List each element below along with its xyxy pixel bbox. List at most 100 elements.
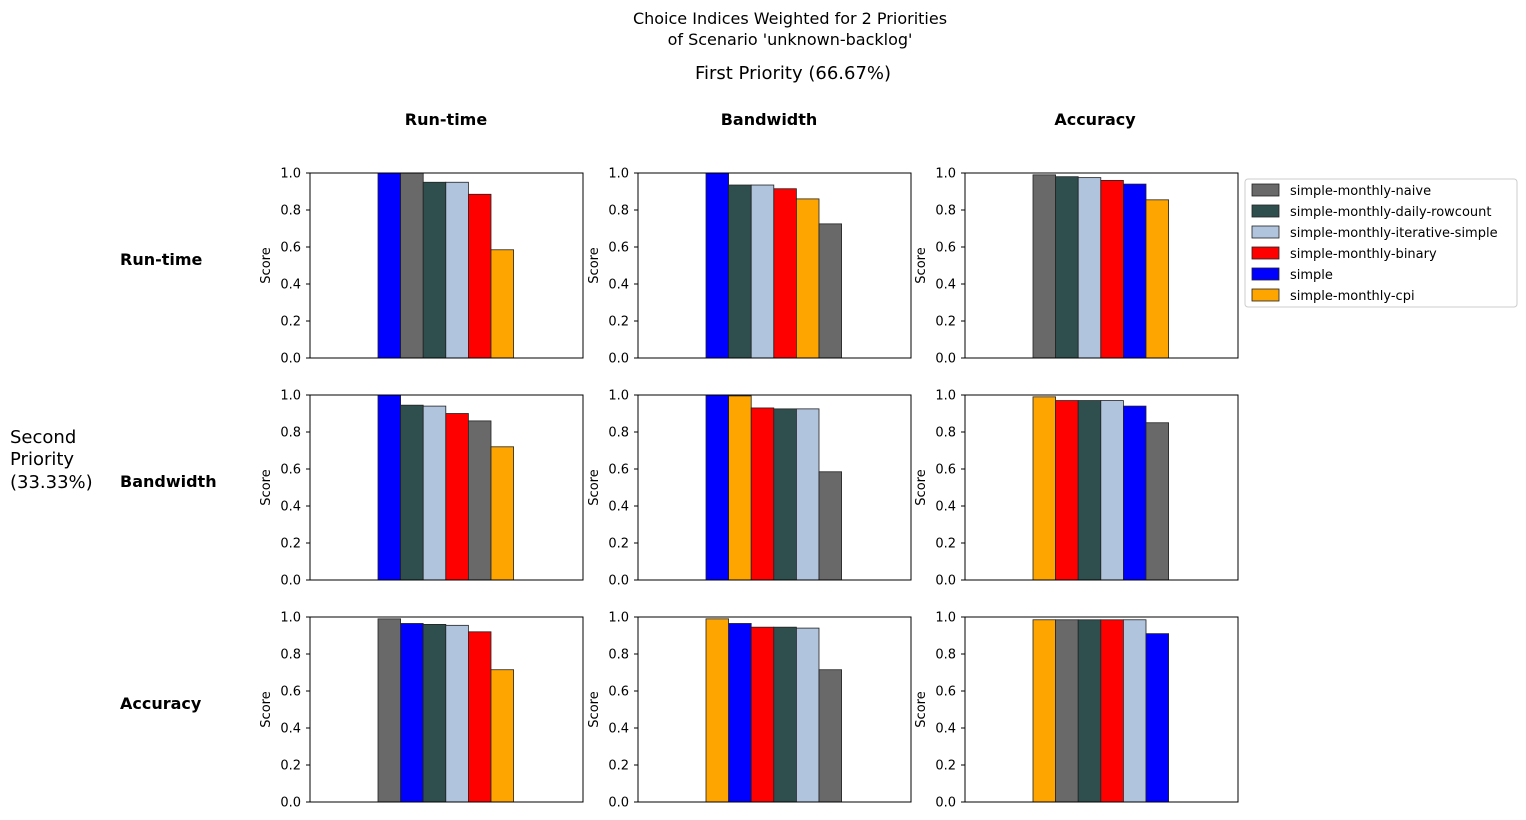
bar-simple-monthly-naive — [818, 669, 843, 803]
bar-simple-monthly-naive — [1032, 174, 1057, 359]
y-axis-label: Score — [914, 469, 929, 505]
bar-simple — [400, 623, 424, 803]
y-tick-label: 0.0 — [608, 574, 629, 589]
figure-title-line-2: of Scenario 'unknown-backlog' — [668, 30, 913, 49]
y-tick-label: 1.0 — [935, 389, 956, 404]
bar-simple — [377, 394, 402, 581]
y-tick-label: 0.4 — [935, 278, 956, 293]
y-tick-label: 0.8 — [608, 426, 629, 441]
legend-label-simple-monthly-binary: simple-monthly-binary — [1290, 247, 1437, 262]
y-tick-label: 1.0 — [280, 389, 301, 404]
legend-swatch-simple-monthly-naive — [1251, 183, 1280, 197]
y-tick-label: 1.0 — [608, 611, 629, 626]
y-tick-label: 0.8 — [280, 204, 301, 219]
y-tick-label: 0.8 — [280, 426, 301, 441]
row-header-accuracy: Accuracy — [120, 694, 202, 713]
y-axis-label: Score — [259, 247, 274, 283]
y-tick-label: 0.6 — [608, 685, 629, 700]
subplot-run-time-vs-run-time: 0.0 0.2 0.4 0.6 0.8 1.0 Score — [259, 167, 584, 367]
bar-simple-monthly-iterative-simple — [796, 408, 820, 581]
y-axis-label: Score — [587, 469, 602, 505]
y-axis-label: Score — [914, 691, 929, 727]
legend-label-simple-monthly-iterative-simple: simple-monthly-iterative-simple — [1290, 226, 1498, 241]
bar-simple-monthly-iterative-simple — [1100, 400, 1124, 581]
y-tick-label: 0.0 — [935, 352, 956, 367]
bar-simple-monthly-iterative-simple — [422, 405, 447, 581]
y-tick-label: 0.2 — [280, 537, 301, 552]
bar-simple-monthly-naive — [818, 471, 843, 581]
y-tick-label: 0.2 — [280, 759, 301, 774]
y-tick-label: 0.6 — [935, 463, 956, 478]
y-tick-label: 1.0 — [608, 167, 629, 182]
y-tick-label: 0.2 — [935, 315, 956, 330]
axes-frame — [637, 172, 912, 359]
y-tick-label: 0.8 — [608, 648, 629, 663]
y-axis-label: Score — [259, 469, 274, 505]
y-axis-label: Score — [587, 691, 602, 727]
bar-simple-monthly-iterative-simple — [750, 184, 775, 359]
y-tick-label: 0.8 — [935, 648, 956, 663]
column-header-run-time: Run-time — [405, 110, 488, 129]
y-tick-label: 0.2 — [608, 315, 629, 330]
y-tick-label: 0.6 — [280, 463, 301, 478]
bar-simple-monthly-cpi — [1032, 396, 1057, 581]
y-axis-label: Score — [914, 247, 929, 283]
y-axis-label: Score — [259, 691, 274, 727]
y-tick-label: 0.0 — [935, 796, 956, 811]
legend-label-simple-monthly-cpi: simple-monthly-cpi — [1290, 289, 1415, 304]
bar-simple — [1123, 405, 1147, 581]
y-tick-label: 0.8 — [935, 426, 956, 441]
bar-simple-monthly-binary — [750, 407, 775, 581]
bar-simple-monthly-binary — [750, 626, 775, 803]
subplot-bandwidth-vs-bandwidth: 0.0 0.2 0.4 0.6 0.8 1.0 Score — [587, 389, 912, 589]
y-tick-label: 0.8 — [935, 204, 956, 219]
first-priority-label: First Priority (66.67%) — [695, 63, 891, 84]
y-tick-label: 0.0 — [280, 796, 301, 811]
axes-frame — [637, 394, 912, 581]
legend-frame — [1244, 178, 1518, 308]
y-tick-label: 0.2 — [935, 537, 956, 552]
y-tick-label: 0.6 — [608, 463, 629, 478]
subplot-bandwidth-vs-run-time: 0.0 0.2 0.4 0.6 0.8 1.0 Score — [259, 389, 584, 589]
row-header-bandwidth: Bandwidth — [120, 472, 217, 491]
bar-simple-monthly-naive — [377, 618, 402, 803]
bar-simple-monthly-daily-rowcount — [728, 184, 752, 359]
bar-simple-monthly-iterative-simple — [796, 627, 820, 803]
y-tick-label: 0.2 — [280, 315, 301, 330]
axes-frame — [964, 172, 1239, 359]
bar-simple-monthly-daily-rowcount — [1077, 619, 1102, 803]
subplot-run-time-vs-bandwidth: 0.0 0.2 0.4 0.6 0.8 1.0 Score — [587, 167, 912, 367]
y-tick-label: 0.8 — [608, 204, 629, 219]
bar-simple-monthly-iterative-simple — [1123, 619, 1147, 803]
y-tick-label: 0.4 — [935, 722, 956, 737]
legend-swatch-simple-monthly-binary — [1251, 246, 1280, 260]
bar-simple-monthly-cpi — [705, 618, 730, 803]
subplot-bandwidth-vs-accuracy: 0.0 0.2 0.4 0.6 0.8 1.0 Score — [914, 389, 1239, 589]
y-tick-label: 1.0 — [935, 611, 956, 626]
bar-simple — [1145, 633, 1170, 803]
legend-label-simple: simple — [1290, 268, 1333, 283]
y-tick-label: 0.0 — [280, 352, 301, 367]
y-tick-label: 0.4 — [280, 722, 301, 737]
second-priority-label-line-2: Priority — [10, 449, 74, 470]
column-header-bandwidth: Bandwidth — [721, 110, 818, 129]
legend-swatch-simple-monthly-cpi — [1251, 288, 1280, 302]
second-priority-label-line-3: (33.33%) — [10, 472, 93, 493]
bar-simple-monthly-cpi — [490, 446, 515, 581]
y-tick-label: 0.0 — [935, 574, 956, 589]
bar-simple-monthly-daily-rowcount — [1055, 176, 1079, 359]
bar-simple-monthly-cpi — [728, 395, 752, 581]
bar-simple-monthly-cpi — [1145, 199, 1170, 359]
bar-simple-monthly-naive — [1145, 422, 1170, 581]
bar-simple-monthly-binary — [1100, 619, 1124, 803]
legend-swatch-simple-monthly-iterative-simple — [1251, 225, 1280, 239]
column-header-accuracy: Accuracy — [1054, 110, 1136, 129]
bar-simple — [1123, 183, 1147, 359]
bar-simple-monthly-cpi — [1032, 619, 1057, 803]
bar-simple-monthly-naive — [467, 420, 492, 581]
legend-label-simple-monthly-daily-rowcount: simple-monthly-daily-rowcount — [1290, 205, 1491, 220]
bar-simple-monthly-binary — [1055, 400, 1079, 581]
y-tick-label: 0.6 — [280, 685, 301, 700]
y-tick-label: 0.2 — [608, 759, 629, 774]
